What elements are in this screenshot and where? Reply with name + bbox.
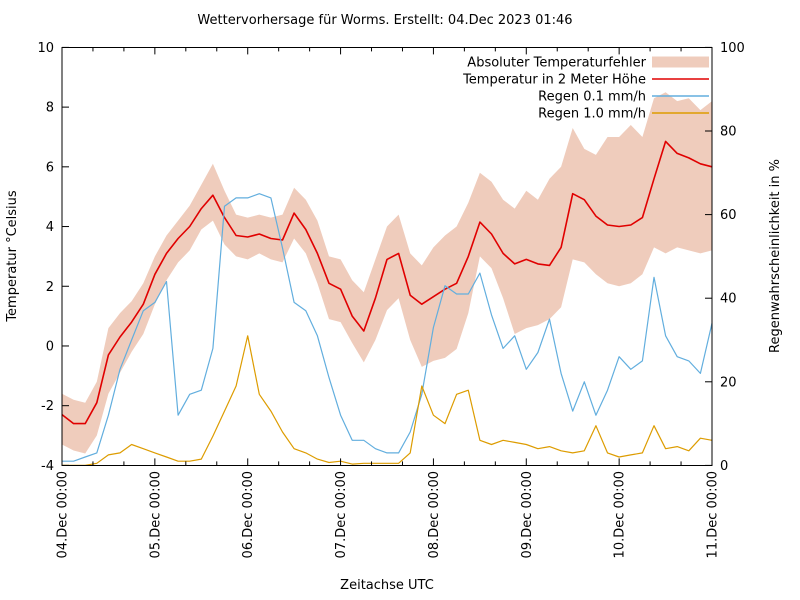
y-left-tick-label: 4 bbox=[46, 220, 54, 235]
x-tick-label: 07.Dec 00:00 bbox=[334, 471, 349, 558]
plot-area: 04.Dec 00:00 05.Dec 00:00 06.Dec 00:00 07.D… bbox=[37, 41, 744, 559]
x-tick-label: 04.Dec 00:00 bbox=[56, 471, 71, 558]
legend-label: Regen 1.0 mm/h bbox=[538, 107, 646, 122]
y-right-tick-label: 0 bbox=[720, 459, 728, 474]
x-tick-label: 05.Dec 00:00 bbox=[148, 471, 163, 558]
y-right-tick-label: 100 bbox=[720, 41, 745, 56]
series-line-2 bbox=[62, 193, 713, 462]
plot-frame bbox=[61, 46, 713, 466]
legend-label: Temperatur in 2 Meter Höhe bbox=[462, 73, 646, 88]
y-left-tick-label: -4 bbox=[41, 459, 54, 474]
y-left-tick-label: 8 bbox=[46, 101, 54, 116]
y-left-tick-label: -2 bbox=[41, 399, 54, 414]
legend-label: Absoluter Temperaturfehler bbox=[467, 56, 646, 71]
y-right-tick-label: 80 bbox=[720, 125, 737, 140]
y-right-tick-label: 60 bbox=[720, 208, 737, 223]
y-left-tick-label: 10 bbox=[37, 41, 54, 56]
chart-legend: Absoluter Temperaturfehler Temperatur in … bbox=[462, 56, 709, 122]
x-tick-label: 08.Dec 00:00 bbox=[427, 471, 442, 558]
series-band-0 bbox=[62, 92, 712, 454]
series-line-3 bbox=[62, 335, 713, 466]
y-axis-label-right: Regenwahrscheinlichkeit in % bbox=[768, 159, 783, 353]
x-tick-label: 09.Dec 00:00 bbox=[520, 471, 535, 558]
legend-label: Regen 0.1 mm/h bbox=[538, 90, 646, 105]
y-left-tick-label: 6 bbox=[46, 160, 54, 175]
x-tick-label: 11.Dec 00:00 bbox=[706, 471, 721, 558]
x-axis-label: Zeitachse UTC bbox=[340, 578, 434, 593]
y-left-tick-label: 0 bbox=[46, 339, 54, 354]
y-left-tick-label: 2 bbox=[46, 280, 54, 295]
y-axis-label-left: Temperatur °Celsius bbox=[5, 190, 20, 323]
series-line-1 bbox=[61, 140, 713, 425]
x-tick-label: 06.Dec 00:00 bbox=[241, 471, 256, 558]
y-right-tick-label: 40 bbox=[720, 292, 737, 307]
legend-band-swatch bbox=[652, 56, 709, 68]
x-tick-label: 10.Dec 00:00 bbox=[613, 471, 628, 558]
y-right-tick-label: 20 bbox=[720, 375, 737, 390]
chart-title: Wettervorhersage für Worms. Erstellt: 04… bbox=[197, 13, 572, 28]
